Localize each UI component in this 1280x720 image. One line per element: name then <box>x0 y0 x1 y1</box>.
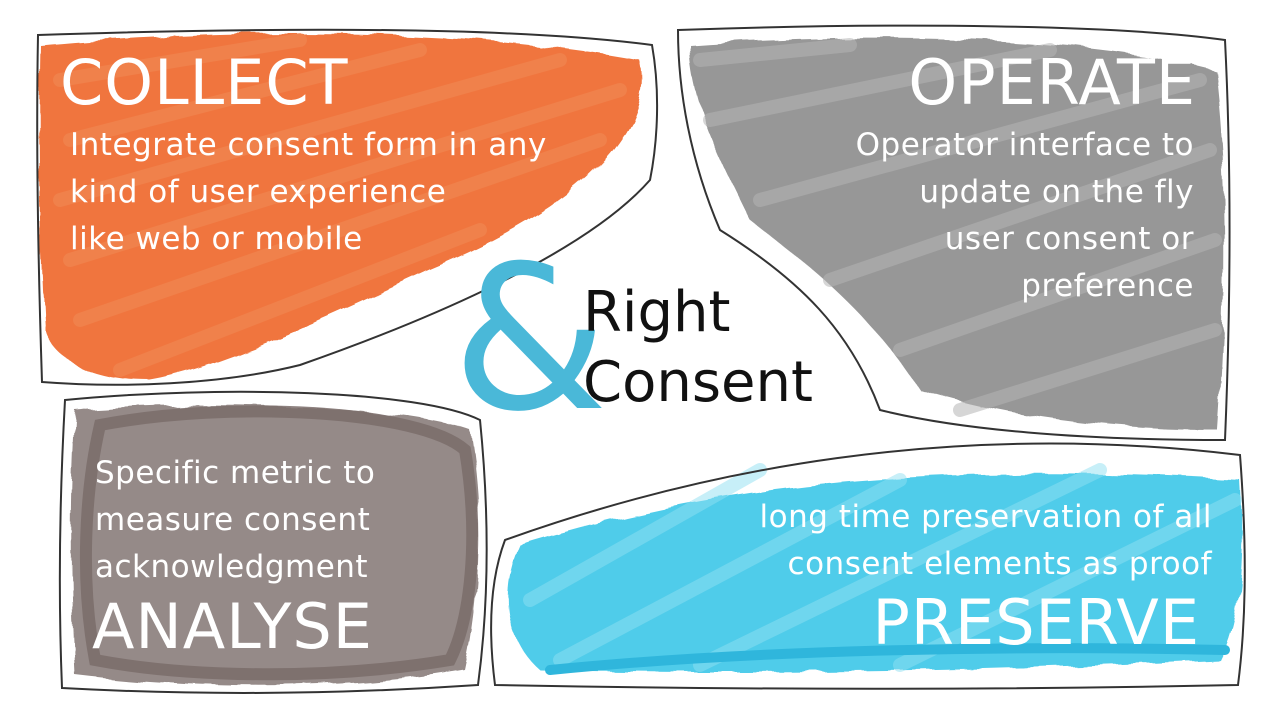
collect-fill <box>39 33 643 381</box>
analyse-fill <box>71 405 480 686</box>
collect-outline <box>36 28 659 386</box>
operate-line-1: Operator interface to <box>855 127 1194 163</box>
logo-line-1: Right <box>583 280 731 345</box>
analyse-title: ANALYSE <box>92 590 373 663</box>
preserve-outline <box>490 442 1246 690</box>
operate-scribble <box>693 38 1222 417</box>
collect-body: Integrate consent form in any kind of us… <box>70 122 547 263</box>
logo-wordmark: Right Consent <box>583 278 813 418</box>
preserve-scribble <box>523 463 1242 672</box>
operate-panel <box>676 24 1231 442</box>
collect-title: COLLECT <box>60 46 349 119</box>
operate-line-4: preference <box>1021 268 1194 304</box>
logo-ampersand: & <box>452 223 608 456</box>
analyse-scribble-ring <box>79 405 479 681</box>
operate-body: Operator interface to update on the fly … <box>856 122 1194 310</box>
preserve-panel <box>490 442 1246 690</box>
preserve-body: long time preservation of all consent el… <box>760 494 1212 588</box>
logo-line-2: Consent <box>583 350 813 415</box>
collect-scribble <box>53 33 627 377</box>
analyse-panel <box>58 390 488 694</box>
collect-line-3: like web or mobile <box>70 221 363 257</box>
operate-title: OPERATE <box>908 46 1196 119</box>
collect-line-1: Integrate consent form in any <box>70 127 547 163</box>
analyse-line-1: Specific metric to <box>95 455 376 491</box>
collect-panel <box>36 28 659 386</box>
operate-line-2: update on the fly <box>919 174 1194 210</box>
operate-outline <box>676 24 1231 442</box>
analyse-outline <box>58 390 488 694</box>
preserve-line-1: long time preservation of all <box>759 499 1212 535</box>
analyse-body: Specific metric to measure consent ackno… <box>95 450 375 591</box>
preserve-title: PRESERVE <box>872 586 1200 659</box>
preserve-underline <box>545 643 1230 675</box>
collect-line-2: kind of user experience <box>70 174 447 210</box>
operate-line-3: user consent or <box>944 221 1194 257</box>
preserve-line-2: consent elements as proof <box>787 546 1212 582</box>
analyse-line-3: acknowledgment <box>95 549 369 585</box>
analyse-line-2: measure consent <box>95 502 371 538</box>
